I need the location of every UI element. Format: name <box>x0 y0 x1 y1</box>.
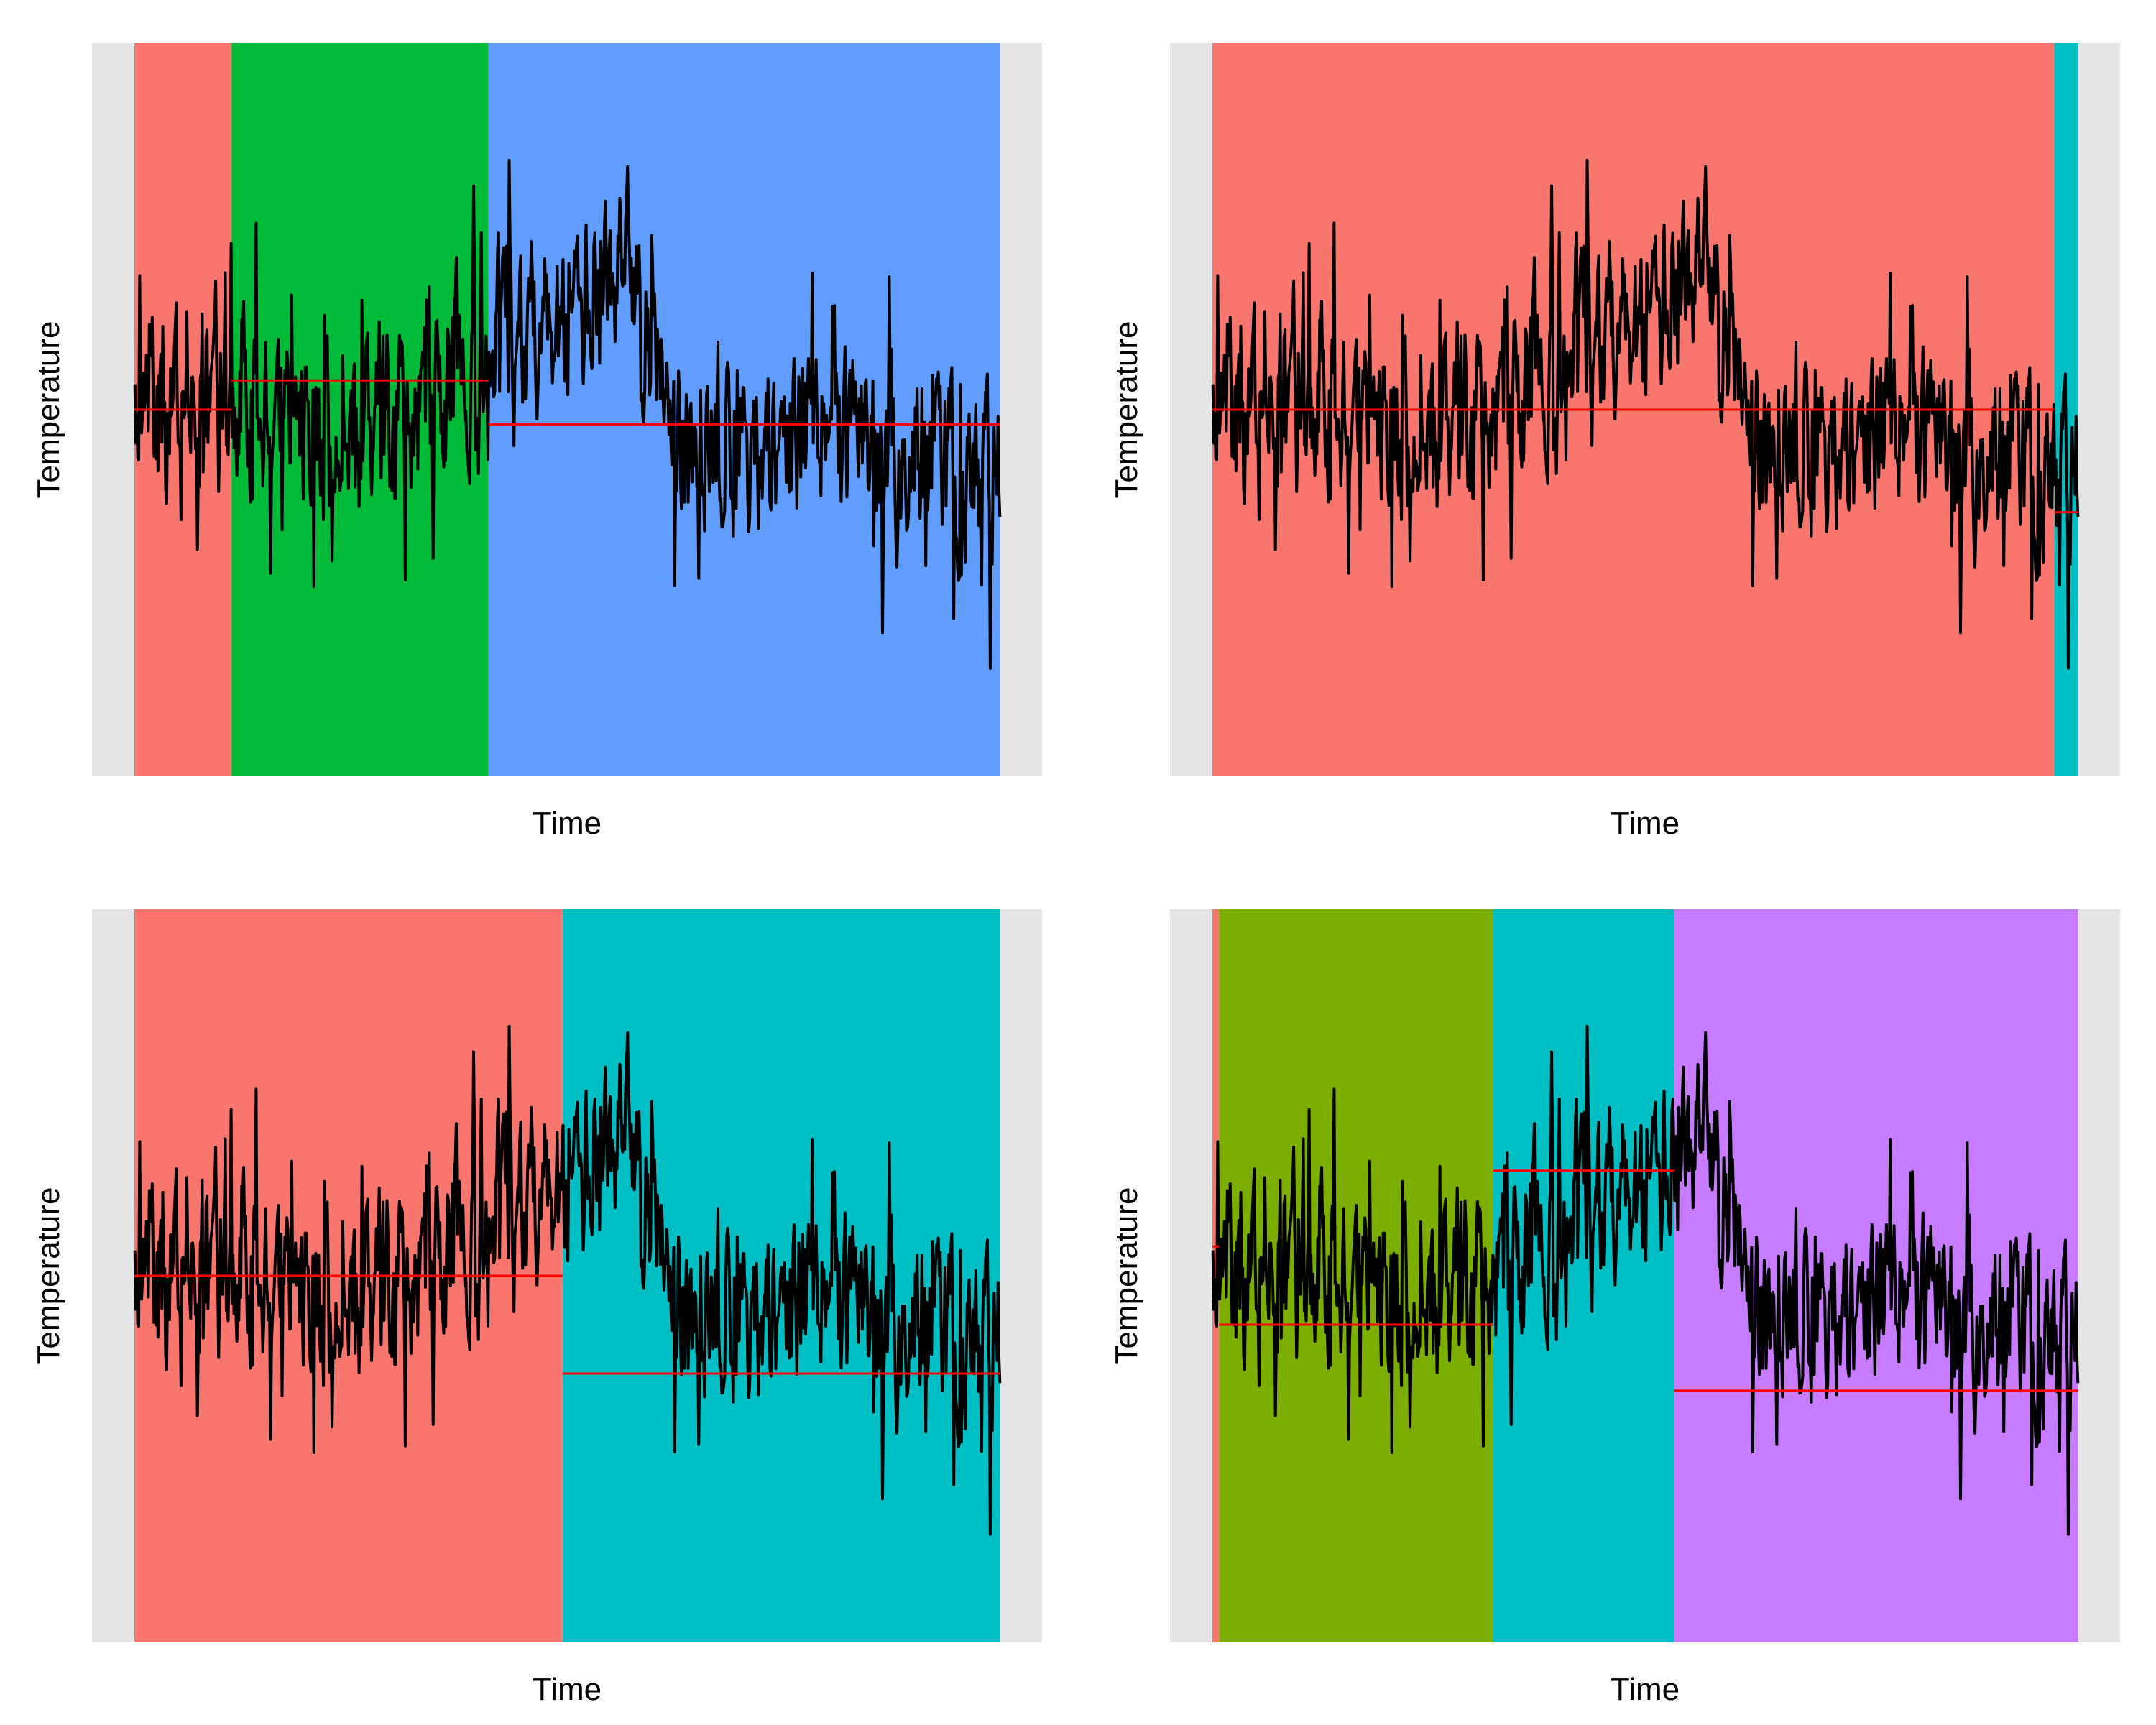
x-axis-title: Time <box>533 1672 602 1707</box>
temperature-line <box>1211 1024 2080 1536</box>
temperature-series <box>133 1024 1002 1536</box>
temperature-line <box>133 158 1002 670</box>
segment-means <box>134 1274 1000 1375</box>
x-axis-title: Time <box>1611 806 1680 841</box>
chart-plot: Time Temperature <box>31 909 1042 1707</box>
chart-plot: Time Temperature <box>1109 43 2120 841</box>
temperature-line <box>1211 158 2080 670</box>
segment-band-3 <box>1493 909 1674 1642</box>
chart-panel-bottom-left: Time Temperature <box>0 862 1078 1725</box>
segment-means <box>1212 408 2078 514</box>
y-axis-title: Temperature <box>31 321 66 498</box>
chart-panel-bottom-right: Time Temperature <box>1078 862 2156 1725</box>
x-axis-title: Time <box>1611 1672 1680 1707</box>
y-axis-title: Temperature <box>1109 1187 1144 1364</box>
temperature-series <box>1211 158 2080 670</box>
temperature-line <box>133 1024 1002 1536</box>
segment-means <box>134 379 1000 426</box>
x-axis-title: Time <box>533 806 602 841</box>
chart-panel-top-left: Time Temperature <box>0 0 1078 862</box>
y-axis-title: Temperature <box>1109 321 1144 498</box>
chart-panel-top-right: Time Temperature <box>1078 0 2156 862</box>
chart-plot: Time Temperature <box>31 43 1042 841</box>
temperature-series <box>133 158 1002 670</box>
y-axis-title: Temperature <box>31 1187 66 1364</box>
chart-plot: Time Temperature <box>1109 909 2120 1707</box>
segment-means <box>1212 1169 2078 1392</box>
temperature-series <box>1211 1024 2080 1536</box>
